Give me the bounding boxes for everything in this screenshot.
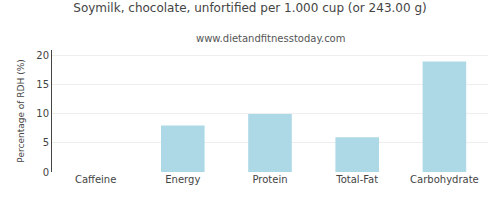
svg-text:Carbohydrate: Carbohydrate xyxy=(410,174,479,185)
svg-text:20: 20 xyxy=(36,50,49,61)
svg-text:www.dietandfitnesstoday.com: www.dietandfitnesstoday.com xyxy=(196,33,345,44)
svg-text:Protein: Protein xyxy=(252,174,287,185)
svg-text:15: 15 xyxy=(36,79,49,90)
svg-text:0: 0 xyxy=(43,167,49,178)
svg-text:Energy: Energy xyxy=(165,174,200,185)
svg-text:Soymilk, chocolate, unfortifie: Soymilk, chocolate, unfortified per 1.00… xyxy=(73,1,426,15)
svg-text:10: 10 xyxy=(36,108,49,119)
svg-text:Caffeine: Caffeine xyxy=(75,174,116,185)
svg-text:5: 5 xyxy=(43,137,49,148)
svg-text:Total-Fat: Total-Fat xyxy=(335,174,378,185)
svg-text:Percentage of RDH (%): Percentage of RDH (%) xyxy=(16,59,26,162)
